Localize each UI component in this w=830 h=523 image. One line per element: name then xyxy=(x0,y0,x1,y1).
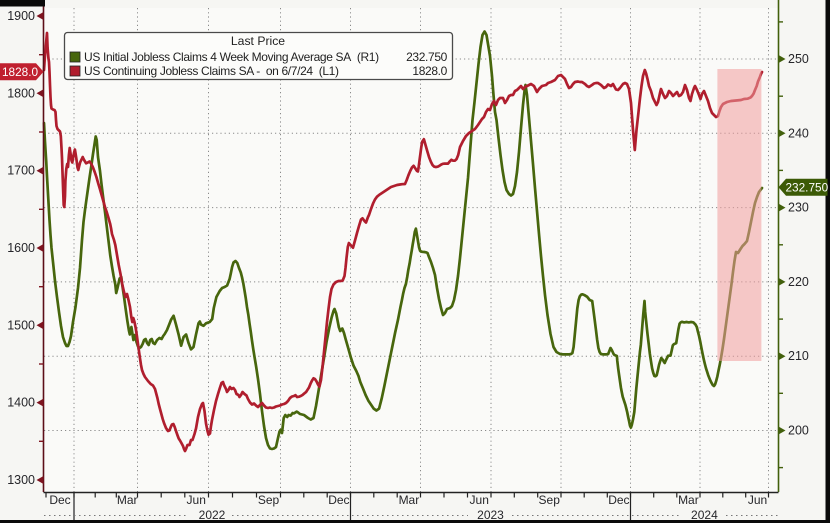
svg-text:240: 240 xyxy=(788,126,809,140)
svg-text:200: 200 xyxy=(788,424,809,438)
svg-text:Jun: Jun xyxy=(748,493,767,507)
svg-text:230: 230 xyxy=(788,201,809,215)
svg-text:US Initial Jobless Claims 4 We: US Initial Jobless Claims 4 Week Moving … xyxy=(84,50,379,64)
svg-text:250: 250 xyxy=(788,52,809,66)
svg-text:Dec: Dec xyxy=(49,493,70,507)
svg-text:1900: 1900 xyxy=(7,9,35,23)
svg-text:Sep: Sep xyxy=(258,493,280,507)
svg-text:220: 220 xyxy=(788,275,809,289)
svg-text:Sep: Sep xyxy=(539,493,561,507)
svg-text:232.750: 232.750 xyxy=(406,50,448,64)
svg-text:1828.0: 1828.0 xyxy=(2,65,39,79)
svg-text:Mar: Mar xyxy=(399,493,420,507)
svg-text:1700: 1700 xyxy=(7,164,35,178)
svg-text:1300: 1300 xyxy=(7,473,35,487)
svg-text:Dec: Dec xyxy=(608,493,629,507)
svg-text:Mar: Mar xyxy=(117,493,138,507)
svg-text:1828.0: 1828.0 xyxy=(412,64,447,78)
svg-text:Jun: Jun xyxy=(187,493,206,507)
svg-text:1500: 1500 xyxy=(7,318,35,332)
svg-text:US Continuing Jobless Claims S: US Continuing Jobless Claims SA - on 6/7… xyxy=(84,64,339,78)
svg-text:1400: 1400 xyxy=(7,396,35,410)
svg-text:210: 210 xyxy=(788,349,809,363)
svg-text:Mar: Mar xyxy=(678,493,699,507)
svg-text:Last Price: Last Price xyxy=(231,34,285,48)
svg-text:232.750: 232.750 xyxy=(786,180,829,194)
svg-text:Dec: Dec xyxy=(328,493,349,507)
svg-text:1600: 1600 xyxy=(7,241,35,255)
svg-text:2024: 2024 xyxy=(691,508,718,522)
svg-text:Jun: Jun xyxy=(470,493,489,507)
svg-text:1800: 1800 xyxy=(7,86,35,100)
svg-text:2023: 2023 xyxy=(477,508,504,522)
svg-text:2022: 2022 xyxy=(199,508,226,522)
